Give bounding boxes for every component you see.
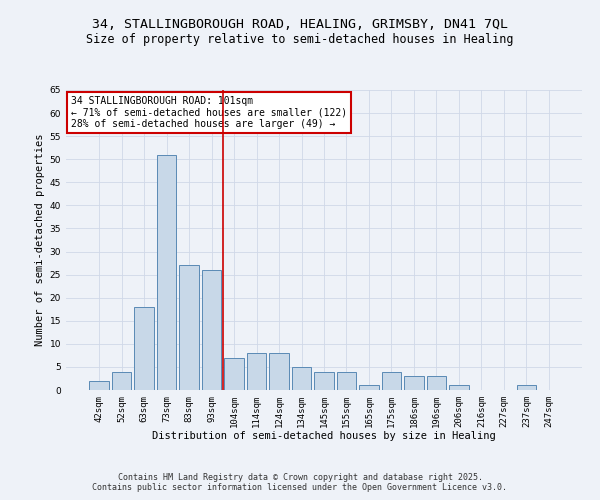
- Bar: [314, 372, 334, 390]
- Bar: [89, 381, 109, 390]
- Y-axis label: Number of semi-detached properties: Number of semi-detached properties: [35, 134, 46, 346]
- Bar: [449, 386, 469, 390]
- Bar: [112, 372, 131, 390]
- Bar: [292, 367, 311, 390]
- Bar: [247, 353, 266, 390]
- Bar: [157, 154, 176, 390]
- X-axis label: Distribution of semi-detached houses by size in Healing: Distribution of semi-detached houses by …: [152, 432, 496, 442]
- Text: Contains HM Land Registry data © Crown copyright and database right 2025.
Contai: Contains HM Land Registry data © Crown c…: [92, 473, 508, 492]
- Bar: [269, 353, 289, 390]
- Bar: [404, 376, 424, 390]
- Bar: [337, 372, 356, 390]
- Bar: [427, 376, 446, 390]
- Bar: [359, 386, 379, 390]
- Bar: [224, 358, 244, 390]
- Text: 34 STALLINGBOROUGH ROAD: 101sqm
← 71% of semi-detached houses are smaller (122)
: 34 STALLINGBOROUGH ROAD: 101sqm ← 71% of…: [71, 96, 347, 129]
- Bar: [134, 307, 154, 390]
- Bar: [202, 270, 221, 390]
- Bar: [179, 266, 199, 390]
- Text: Size of property relative to semi-detached houses in Healing: Size of property relative to semi-detach…: [86, 32, 514, 46]
- Text: 34, STALLINGBOROUGH ROAD, HEALING, GRIMSBY, DN41 7QL: 34, STALLINGBOROUGH ROAD, HEALING, GRIMS…: [92, 18, 508, 30]
- Bar: [382, 372, 401, 390]
- Bar: [517, 386, 536, 390]
